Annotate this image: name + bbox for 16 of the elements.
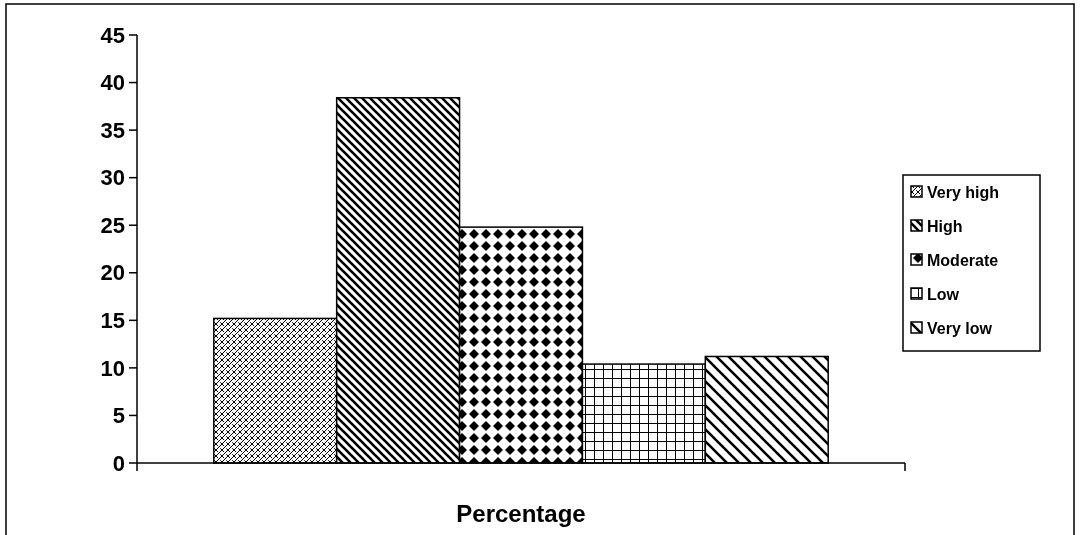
legend-label: Low bbox=[927, 285, 960, 303]
legend-label: Very low bbox=[927, 319, 993, 337]
y-tick-label: 0 bbox=[112, 450, 125, 476]
y-tick-label: 10 bbox=[100, 355, 125, 381]
y-tick-label: 5 bbox=[112, 403, 125, 429]
y-tick-label: 35 bbox=[100, 117, 125, 143]
legend-label: Very high bbox=[927, 183, 1000, 201]
y-tick-label: 30 bbox=[100, 165, 125, 191]
y-tick-label: 15 bbox=[100, 308, 125, 334]
legend-label: Moderate bbox=[927, 251, 999, 269]
y-tick-label: 40 bbox=[100, 70, 125, 96]
x-axis-title: Percentage bbox=[456, 500, 586, 527]
legend-label: High bbox=[927, 217, 963, 235]
y-tick-label: 25 bbox=[100, 212, 125, 238]
y-tick-label: 45 bbox=[100, 22, 125, 48]
y-tick-label: 20 bbox=[100, 260, 125, 286]
